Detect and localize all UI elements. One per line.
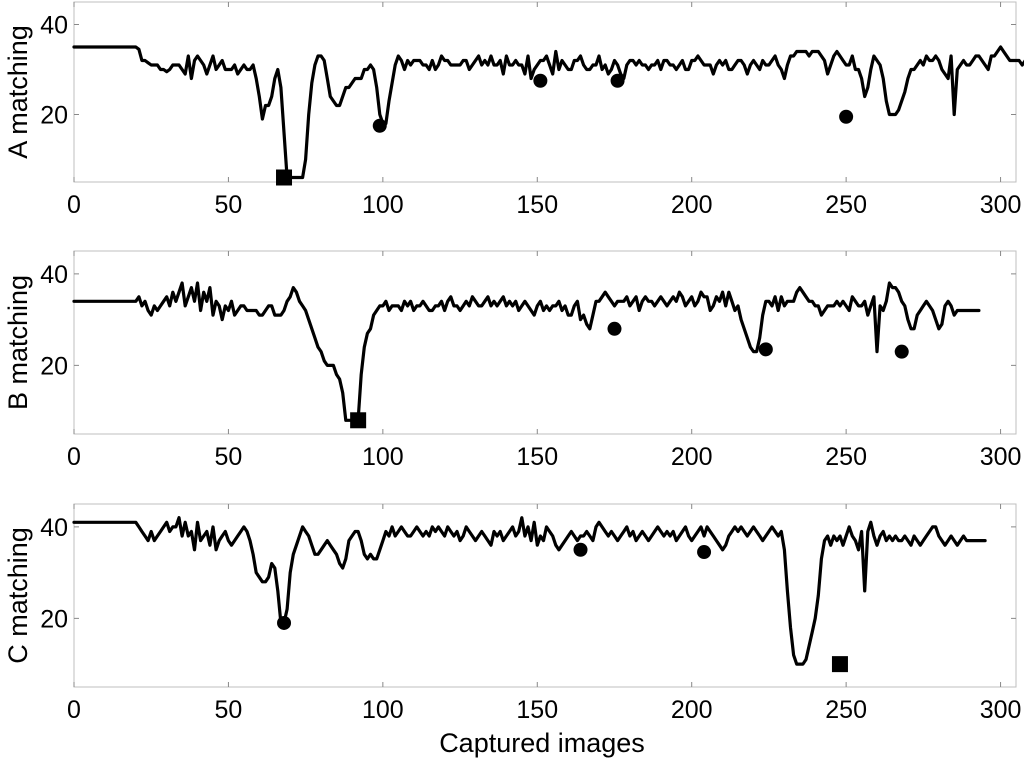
series-line	[72, 281, 981, 422]
circle-marker	[607, 321, 622, 336]
panel-a: 0 50 100 150 200 250 300 20 40A matching	[3, 1, 1024, 219]
circle-marker	[610, 73, 625, 88]
plot-frame	[73, 250, 1017, 435]
x-tick-label: 200	[671, 696, 713, 724]
circle-marker	[372, 118, 387, 133]
figure-xlabel: Captured images	[439, 728, 645, 758]
x-tick-label: 150	[516, 191, 558, 219]
y-axis-label: B matching	[3, 275, 33, 410]
y-tick-label: 40	[40, 514, 68, 542]
y-tick-label: 20	[40, 102, 68, 130]
x-tick-label: 300	[980, 443, 1022, 471]
x-tick-label: 300	[980, 696, 1022, 724]
x-tick-label: 150	[516, 443, 558, 471]
circle-marker	[573, 542, 588, 557]
circle-marker	[697, 545, 712, 560]
x-tick-label: 0	[67, 443, 81, 471]
y-axis-label: A matching	[3, 25, 33, 159]
square-marker	[276, 169, 293, 186]
y-axis-label: C matching	[3, 527, 33, 664]
square-marker	[831, 656, 848, 673]
x-tick-label: 200	[671, 443, 713, 471]
circle-marker	[894, 344, 909, 359]
x-tick-label: 100	[362, 696, 404, 724]
x-tick-label: 200	[671, 191, 713, 219]
x-tick-label: 100	[362, 191, 404, 219]
x-tick-label: 0	[67, 696, 81, 724]
x-tick-label: 0	[67, 191, 81, 219]
x-tick-label: 250	[825, 443, 867, 471]
series-line	[72, 516, 987, 666]
x-tick-label: 150	[516, 696, 558, 724]
x-tick-label: 50	[215, 443, 243, 471]
y-tick-label: 20	[40, 352, 68, 380]
x-tick-label: 250	[825, 696, 867, 724]
circle-marker	[839, 109, 854, 124]
plot-frame	[73, 503, 1017, 688]
panel-b: 0 50 100 150 200 250 300 20 40B matching	[3, 250, 1022, 471]
x-tick-label: 250	[825, 191, 867, 219]
circle-marker	[758, 342, 773, 357]
y-tick-label: 20	[40, 605, 68, 633]
y-tick-label: 40	[40, 12, 68, 40]
y-tick-label: 40	[40, 261, 68, 289]
x-tick-label: 300	[980, 191, 1022, 219]
plot-frame	[73, 1, 1017, 183]
circle-marker	[533, 73, 548, 88]
series-line	[72, 45, 1024, 180]
square-marker	[350, 412, 367, 429]
panel-c: 0 50 100 150 200 250 300 20 40C matching	[3, 503, 1022, 724]
circle-marker	[277, 615, 292, 630]
x-tick-label: 50	[215, 696, 243, 724]
x-tick-label: 50	[215, 191, 243, 219]
x-tick-label: 100	[362, 443, 404, 471]
